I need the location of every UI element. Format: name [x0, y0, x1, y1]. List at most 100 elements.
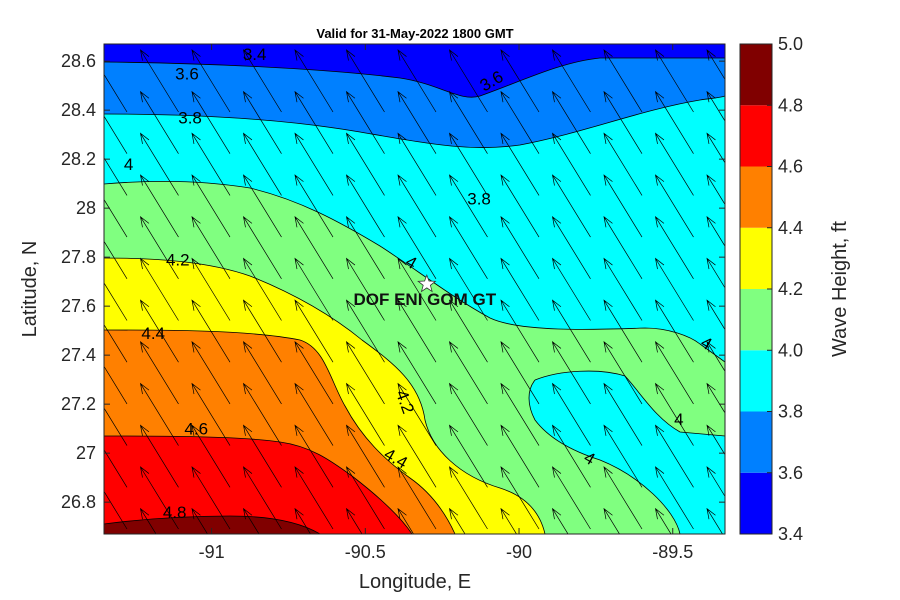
x-tick-label: -89.5 [652, 542, 693, 562]
wave-vector-arrow [242, 466, 282, 530]
station-star-icon [417, 273, 437, 293]
wave-vector-arrow [603, 299, 643, 363]
contour-label: 4.6 [184, 420, 208, 439]
wave-vector-arrow [706, 341, 725, 372]
y-tick-label: 28.6 [61, 51, 96, 71]
wave-vector-arrow [654, 174, 694, 238]
wave-vector-arrow [345, 49, 385, 113]
wave-vector-arrow [551, 466, 591, 530]
wave-vector-arrow [603, 132, 643, 196]
wave-vector-arrow [551, 424, 591, 488]
wave-vector-arrow [242, 90, 282, 154]
wave-vector-arrow [551, 174, 591, 238]
wave-vector-arrow [551, 257, 591, 321]
wave-vector-arrow [139, 341, 179, 405]
wave-vector-arrow [242, 507, 260, 534]
wave-vector-arrow [397, 174, 437, 238]
wave-vector-arrow [706, 90, 725, 122]
wave-vector-arrow [191, 90, 231, 154]
wave-vector-arrow [397, 424, 437, 488]
wave-vector-arrow [500, 257, 540, 321]
wave-vector-arrow [654, 132, 694, 196]
wave-vector-arrow [294, 257, 334, 321]
wave-vector-arrow [139, 424, 179, 488]
wave-vector-arrow [294, 341, 334, 405]
wave-vector-arrow [397, 132, 437, 196]
wave-vector-arrow [603, 174, 643, 238]
wave-vector-arrow [294, 507, 311, 534]
wave-vector-arrow [448, 257, 488, 321]
y-tick-label: 28.4 [61, 100, 96, 120]
colorbar-tick-label: 4.2 [778, 279, 803, 299]
wave-vector-arrow [654, 424, 694, 488]
wave-vector-arrow [294, 90, 334, 154]
wave-vector-arrow [104, 324, 128, 363]
wave-vector-arrow [706, 466, 725, 498]
wave-vector-arrow [294, 215, 334, 279]
wave-vector-arrow [551, 341, 591, 405]
wave-vector-arrow [345, 341, 385, 405]
wave-vector-arrow [397, 466, 437, 530]
colorbar-segment [740, 472, 772, 534]
y-tick-label: 28.2 [61, 149, 96, 169]
wave-vector-arrow [706, 424, 725, 456]
colorbar-segment [740, 289, 772, 351]
wave-vector-arrow [551, 507, 569, 534]
wave-vector-arrow [294, 382, 334, 446]
wave-vector-arrow [500, 90, 540, 154]
colorbar: 3.4 3.6 3.8 4.0 4.2 4.4 4.6 4.8 5.0 [739, 34, 803, 544]
station-marker: DOF ENI GOM GT [353, 273, 497, 309]
wave-vector-arrow [242, 341, 282, 405]
wave-vector-arrow [104, 282, 128, 321]
wave-vector-arrow [706, 382, 725, 414]
wave-vector-arrow [345, 299, 385, 363]
contour-label: 3.8 [467, 189, 491, 208]
wave-vector-arrow [294, 299, 334, 363]
wave-vector-arrow [104, 73, 128, 113]
wave-vector-arrow [397, 49, 437, 113]
wave-vector-arrow [654, 257, 694, 321]
wave-vector-arrow [191, 132, 231, 196]
y-tick-label: 26.8 [61, 492, 96, 512]
wave-vector-arrow [345, 424, 385, 488]
wave-vector-arrow [448, 507, 466, 534]
contour-label: 4.8 [163, 503, 187, 522]
x-axis: -91 -90.5 -90 -89.5 [199, 44, 693, 562]
wave-vector-arrow [654, 215, 694, 279]
wave-vector-arrow [191, 341, 231, 405]
wave-vector-arrow [603, 257, 643, 321]
wave-vector-arrow [603, 341, 643, 405]
wave-vector-arrow [706, 507, 723, 534]
wave-vector-arrow [603, 382, 643, 446]
wave-vector-arrow [242, 132, 282, 196]
colorbar-tick-label: 3.4 [778, 524, 803, 544]
y-tick-label: 28 [76, 198, 96, 218]
wave-vector-arrow [706, 132, 725, 164]
wave-vector-arrow [654, 299, 694, 363]
contour-label: 3.6 [175, 64, 199, 83]
wave-vector-arrow [397, 507, 414, 534]
wave-vector-arrow [345, 466, 385, 530]
wave-vector-arrow [500, 174, 540, 238]
wave-vector-arrow [345, 174, 385, 238]
y-axis-label: Latitude, N [19, 241, 41, 338]
wave-vector-arrow [242, 257, 282, 321]
colorbar-tick-label: 3.8 [778, 402, 803, 422]
wave-vector-arrow [603, 424, 643, 488]
wave-vector-arrow [448, 49, 488, 113]
contour-label: 3.4 [243, 45, 267, 64]
wave-vector-arrow [139, 466, 179, 530]
wave-vector-arrow [603, 215, 643, 279]
wave-vector-arrow [191, 382, 231, 446]
wave-vector-arrow [654, 507, 672, 534]
wave-vector-arrow [654, 90, 694, 154]
colorbar-segment [740, 166, 772, 228]
wave-vector-arrow [397, 257, 437, 321]
contour-lines [104, 57, 725, 534]
wave-vector-arrow [551, 382, 591, 446]
wave-vector-arrow [500, 132, 540, 196]
wave-vector-arrow [706, 174, 725, 206]
wave-vector-arrow [603, 49, 643, 113]
colorbar-segment [740, 350, 772, 412]
